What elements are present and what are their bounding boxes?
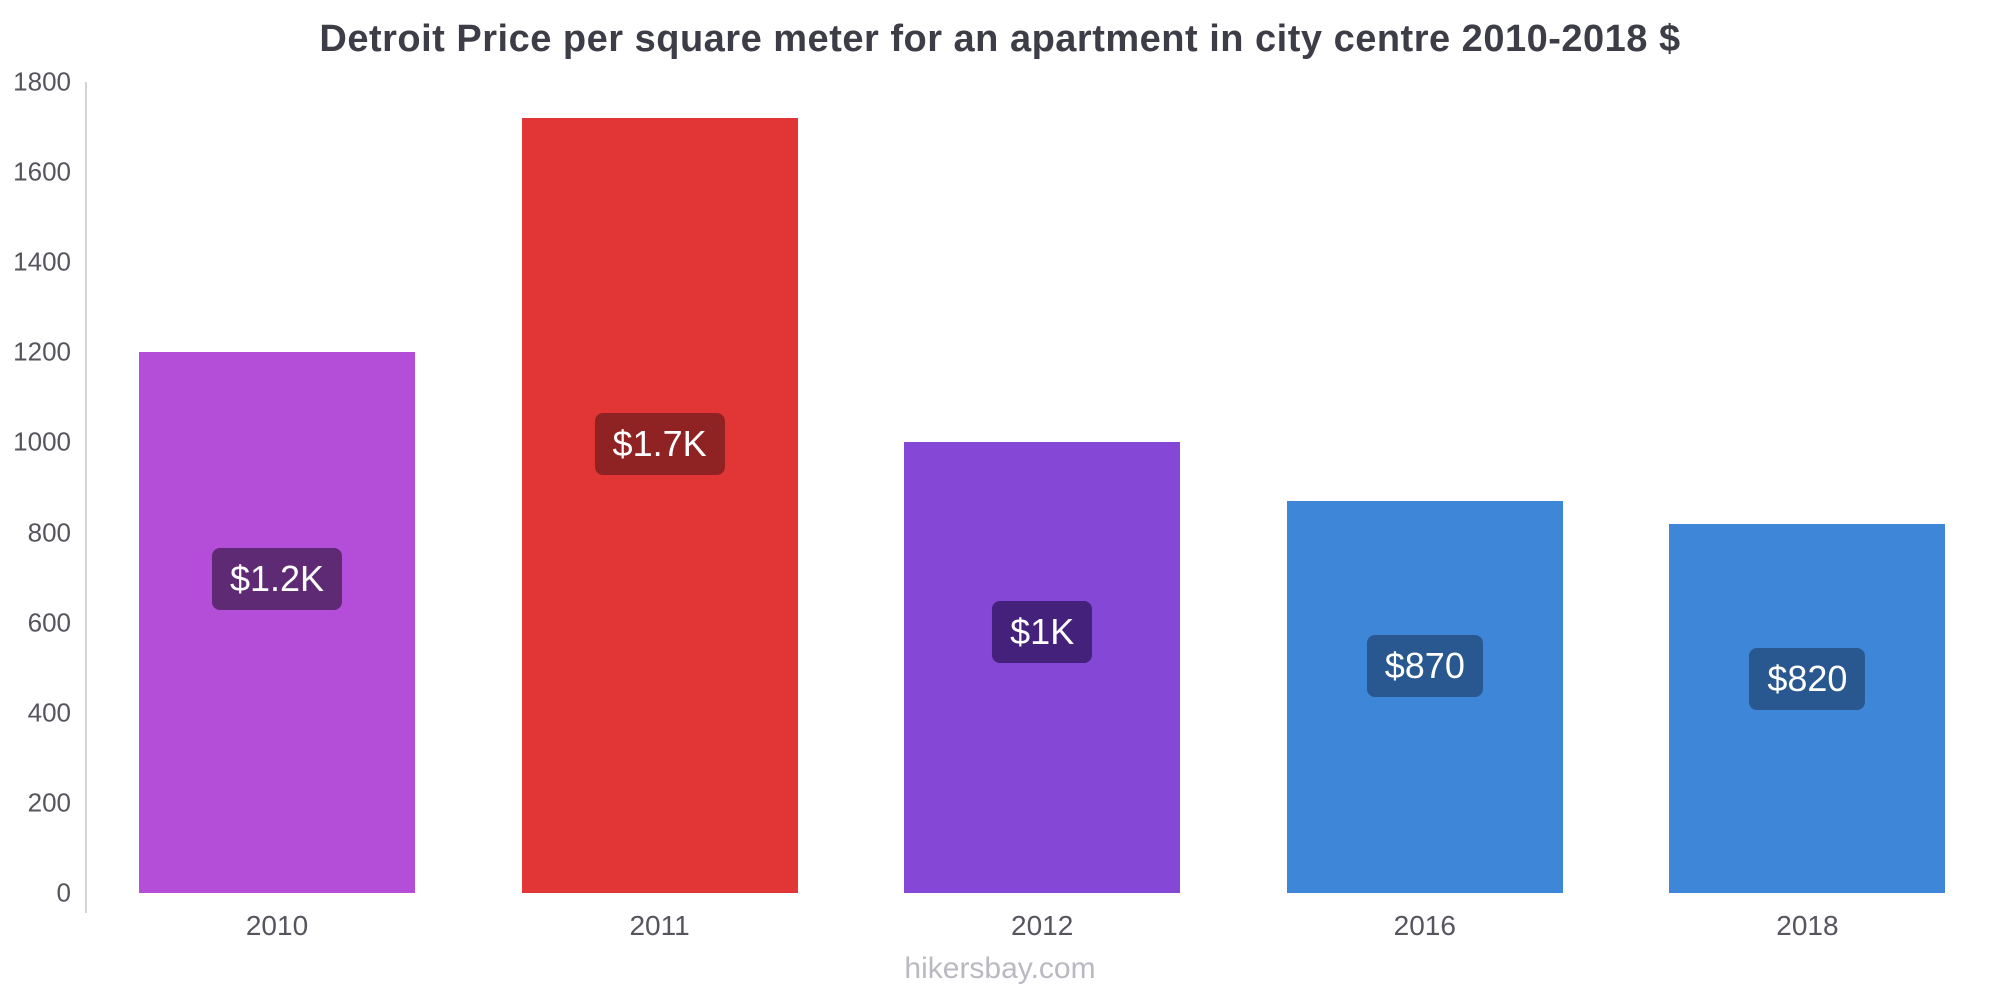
bar-2016[interactable]: $870 — [1286, 501, 1563, 893]
y-tick-label: 800 — [27, 517, 71, 548]
y-tick-label: 0 — [56, 877, 71, 908]
plot-area: 0 200 400 600 800 1000 1200 1400 1600 1800 $1.2K $… — [13, 67, 1963, 941]
x-tick-label-2010: 2010 — [245, 910, 309, 941]
bar-2010[interactable]: $1.2K — [139, 352, 415, 893]
x-tick-label-2018: 2018 — [1776, 910, 1839, 941]
y-tick-label: 1400 — [13, 246, 71, 277]
x-tick-label-2016: 2016 — [1393, 910, 1456, 941]
origin-axis-tick — [85, 893, 87, 913]
bar-value-label: $1K — [992, 600, 1093, 663]
bar-2018[interactable]: $820 — [1669, 523, 1946, 893]
y-tick-label: 200 — [27, 787, 71, 818]
bar-2011[interactable]: $1.7K — [521, 118, 798, 893]
y-tick-label: 1600 — [13, 156, 71, 187]
chart-title: Detroit Price per square meter for an ap… — [319, 18, 1681, 60]
bar-value-label: $820 — [1749, 647, 1866, 710]
x-tick-label-2012: 2012 — [1011, 910, 1074, 941]
bar-2012[interactable]: $1K — [904, 442, 1181, 893]
bar-value-label: $870 — [1366, 634, 1483, 697]
bar-value-label: $1.2K — [211, 548, 343, 611]
bar-value-label: $1.7K — [594, 412, 725, 475]
y-tick-label: 1000 — [13, 426, 71, 457]
y-tick-label: 1200 — [13, 336, 71, 367]
y-tick-label: 1800 — [13, 66, 71, 97]
watermark-text: hikersbay.com — [904, 952, 1096, 985]
y-tick-label: 600 — [27, 607, 71, 638]
y-tick-label: 400 — [27, 697, 71, 728]
x-tick-label-2011: 2011 — [629, 910, 690, 941]
